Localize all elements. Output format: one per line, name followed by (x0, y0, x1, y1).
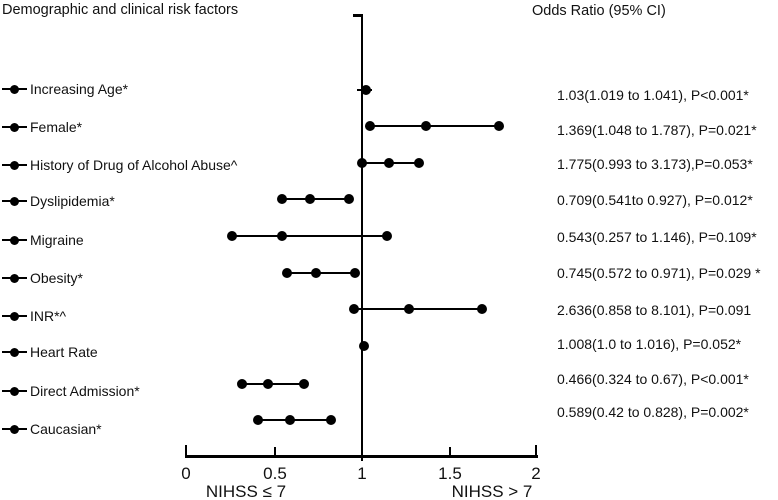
ci-line (354, 307, 482, 311)
row-legend-dot-icon (10, 311, 19, 321)
x-tick (448, 447, 452, 455)
odds-ratio-annotation: 1.369(1.048 to 1.787), P=0.021* (557, 122, 757, 138)
or-point-dot (305, 194, 315, 204)
odds-ratio-annotation: 0.709(0.541to 0.927), P=0.012* (557, 192, 753, 208)
or-point-dot (344, 194, 354, 204)
or-point-dot (253, 415, 263, 425)
or-point-dot (263, 379, 273, 389)
odds-ratio-annotation: 1.775(0.993 to 3.173),P=0.053* (557, 156, 753, 172)
ci-line (287, 271, 355, 275)
odds-ratio-annotation: 0.745(0.572 to 0.971), P=0.029 * (557, 265, 761, 281)
ci-line (282, 197, 349, 201)
x-tick-label: 2 (531, 464, 541, 483)
odds-ratio-annotation: 0.466(0.324 to 0.67), P<0.001* (557, 371, 749, 387)
row-legend-dot-icon (10, 196, 19, 206)
or-point-dot (349, 304, 359, 314)
or-point-dot (299, 379, 309, 389)
ci-line (242, 382, 304, 386)
or-point-dot (227, 231, 237, 241)
x-tick-label: 1.5 (438, 464, 462, 483)
row-legend-dot-icon (10, 84, 19, 94)
or-point-dot (359, 341, 369, 351)
row-legend-dot-icon (10, 235, 19, 245)
row-legend-dot-icon (10, 424, 19, 434)
ci-line (370, 124, 499, 128)
or-point-dot (282, 268, 292, 278)
odds-ratio-annotation: 0.589(0.42 to 0.828), P=0.002* (557, 404, 749, 420)
odds-ratio-annotation: 1.03(1.019 to 1.041), P<0.001* (557, 87, 749, 103)
risk-factor-label: Caucasian* (30, 421, 102, 437)
or-point-dot (414, 158, 424, 168)
or-point-dot (285, 415, 295, 425)
odds-ratio-annotation: 1.008(1.0 to 1.016), P=0.052* (557, 336, 742, 352)
x-axis-line (185, 455, 538, 458)
reference-line-top-cap (352, 14, 363, 17)
x-tick (184, 445, 188, 455)
x-axis-group-label-left: NIHSS ≤ 7 (205, 482, 287, 500)
risk-factor-label: Increasing Age* (30, 81, 129, 97)
risk-factor-label: Heart Rate (30, 344, 98, 360)
or-point-dot (237, 379, 247, 389)
or-point-dot (477, 304, 487, 314)
x-tick (534, 445, 538, 455)
or-point-dot (421, 121, 431, 131)
risk-factor-label: INR*^ (30, 308, 67, 324)
x-axis-group-label-right: NIHSS > 7 (451, 482, 533, 500)
or-point-dot (404, 304, 414, 314)
column-header-risk-factors: Demographic and clinical risk factors (2, 2, 239, 18)
x-tick (273, 447, 277, 455)
or-point-dot (277, 231, 287, 241)
or-point-dot (365, 121, 375, 131)
risk-factor-label: Obesity* (30, 270, 83, 286)
risk-factor-label: Female* (30, 119, 83, 135)
or-point-dot (361, 85, 371, 95)
or-point-dot (277, 194, 287, 204)
odds-ratio-annotation: 2.636(0.858 to 8.101), P=0.091 (557, 302, 752, 318)
or-point-dot (382, 231, 392, 241)
or-point-dot (494, 121, 504, 131)
ci-line (232, 234, 387, 238)
row-legend-dot-icon (10, 273, 19, 283)
x-tick-label: 1 (357, 464, 367, 483)
x-tick-label: 0 (181, 464, 191, 483)
or-point-dot (326, 415, 336, 425)
x-tick-label: 0.5 (263, 464, 287, 483)
odds-ratio-annotation: 0.543(0.257 to 1.146), P=0.109* (557, 229, 757, 245)
column-header-odds-ratio: Odds Ratio (95% CI) (532, 3, 666, 19)
or-point-dot (350, 268, 360, 278)
row-legend-dot-icon (10, 122, 19, 132)
risk-factor-label: Migraine (30, 232, 84, 248)
risk-factor-label: History of Drug of Alcohol Abuse^ (30, 157, 238, 173)
or-point-dot (357, 158, 367, 168)
row-legend-dot-icon (10, 347, 19, 357)
row-legend-dot-icon (10, 160, 19, 170)
or-point-dot (384, 158, 394, 168)
row-legend-dot-icon (10, 386, 19, 396)
reference-line (360, 15, 363, 461)
risk-factor-label: Direct Admission* (30, 383, 140, 399)
or-point-dot (311, 268, 321, 278)
risk-factor-label: Dyslipidemia* (30, 193, 115, 209)
